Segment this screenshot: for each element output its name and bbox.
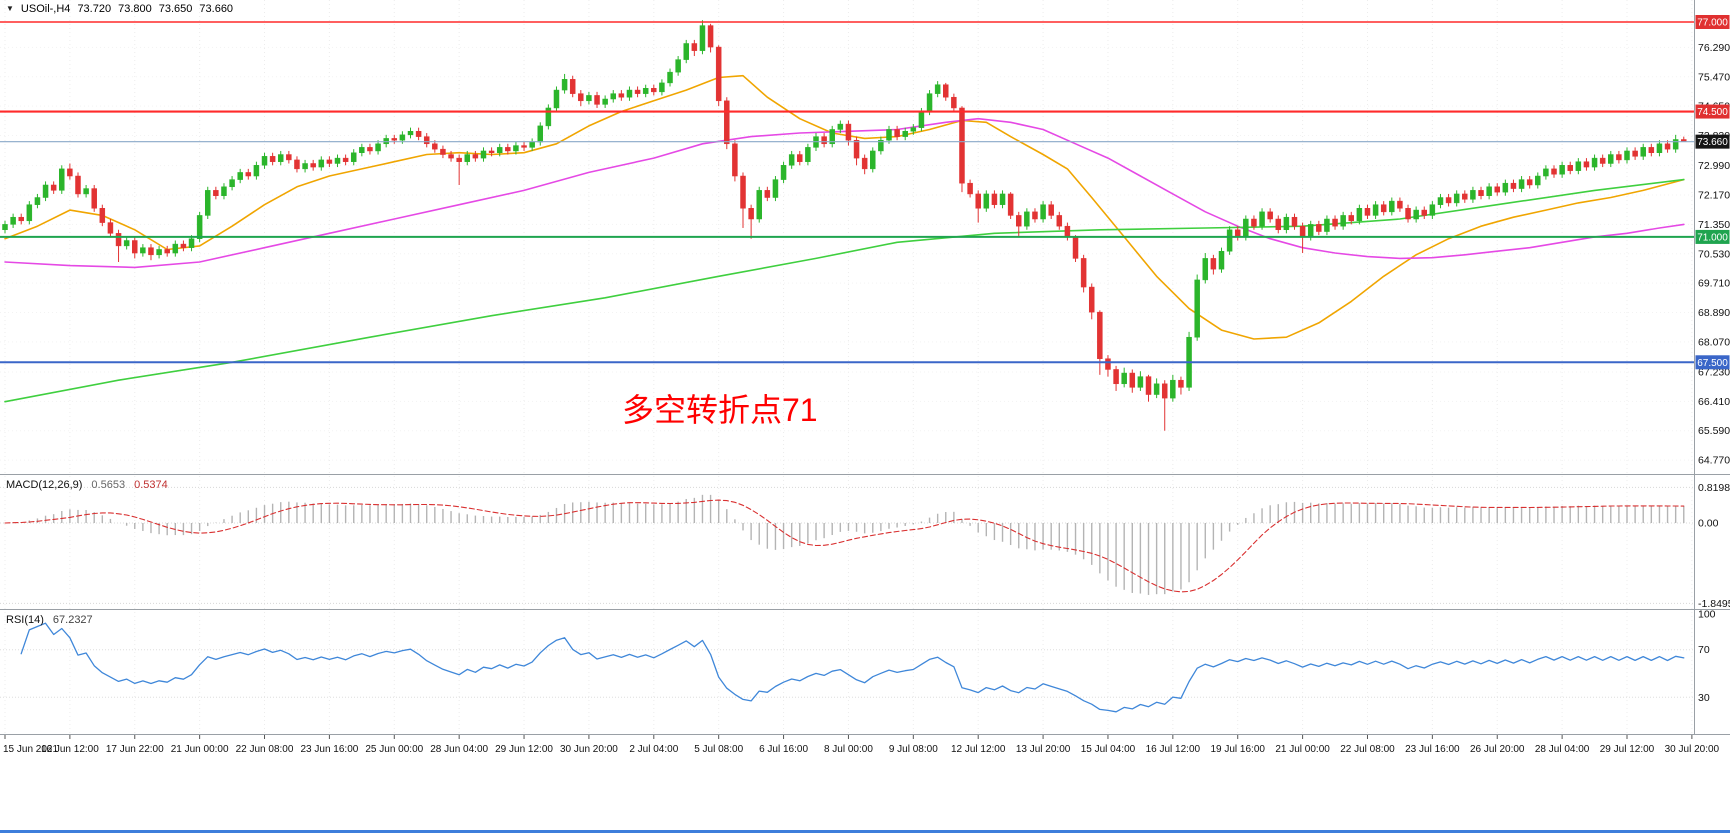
svg-text:26 Jul 20:00: 26 Jul 20:00 [1470,744,1525,755]
svg-text:71.350: 71.350 [1698,219,1730,231]
rsi-label: RSI(14) [6,614,44,626]
svg-text:75.470: 75.470 [1698,71,1730,83]
svg-text:30 Jul 20:00: 30 Jul 20:00 [1665,744,1720,755]
svg-text:28 Jul 04:00: 28 Jul 04:00 [1535,744,1590,755]
svg-text:73.660: 73.660 [1697,137,1728,148]
macd-signal-value: 0.5374 [134,479,168,491]
svg-text:25 Jun 00:00: 25 Jun 00:00 [365,744,423,755]
svg-text:77.000: 77.000 [1697,18,1728,29]
grid-layer [0,0,1694,734]
svg-text:66.410: 66.410 [1698,396,1730,408]
svg-text:0.00: 0.00 [1698,518,1719,530]
svg-text:71.000: 71.000 [1697,232,1728,243]
svg-text:72.990: 72.990 [1698,160,1730,172]
svg-text:100: 100 [1698,609,1716,621]
svg-text:19 Jul 16:00: 19 Jul 16:00 [1210,744,1265,755]
svg-text:67.500: 67.500 [1697,358,1728,369]
svg-text:2 Jul 04:00: 2 Jul 04:00 [629,744,678,755]
svg-text:23 Jul 16:00: 23 Jul 16:00 [1405,744,1460,755]
svg-text:8 Jul 00:00: 8 Jul 00:00 [824,744,873,755]
svg-text:6 Jul 16:00: 6 Jul 16:00 [759,744,808,755]
chart-text-annotation: 多空转折点71 [622,392,818,428]
macd-main-value: 0.5653 [91,479,126,491]
svg-text:65.590: 65.590 [1698,425,1730,437]
horizontal-lines-layer [0,21,1694,364]
svg-text:70: 70 [1698,644,1710,656]
svg-text:68.890: 68.890 [1698,307,1730,319]
svg-text:21 Jun 00:00: 21 Jun 00:00 [171,744,229,755]
svg-text:68.070: 68.070 [1698,336,1730,348]
svg-text:16 Jul 12:00: 16 Jul 12:00 [1146,744,1201,755]
candles-layer [2,20,1687,431]
mid-ma-magenta [4,117,1685,269]
price-badges-layer: 77.000 74.500 73.660 71.000 67.500 [1695,15,1730,370]
macd-signal-line [4,499,1685,593]
svg-text:15 Jul 04:00: 15 Jul 04:00 [1081,744,1136,755]
svg-text:76.290: 76.290 [1698,42,1730,54]
axis-layer: 76.29075.47074.65073.83072.99072.17071.3… [0,0,1730,755]
svg-text:5 Jul 08:00: 5 Jul 08:00 [694,744,743,755]
svg-text:30 Jun 20:00: 30 Jun 20:00 [560,744,618,755]
svg-text:12 Jul 12:00: 12 Jul 12:00 [951,744,1006,755]
svg-text:13 Jul 20:00: 13 Jul 20:00 [1016,744,1071,755]
svg-text:23 Jun 16:00: 23 Jun 16:00 [300,744,358,755]
svg-text:29 Jun 12:00: 29 Jun 12:00 [495,744,553,755]
macd-label: MACD(12,26,9) [6,479,83,491]
svg-text:64.770: 64.770 [1698,455,1730,467]
svg-text:30: 30 [1698,692,1710,704]
svg-text:-1.8495: -1.8495 [1698,598,1730,610]
macd-panel-layer [0,486,1694,604]
ohlc-high: 73.800 [118,3,152,15]
svg-text:0.8198: 0.8198 [1698,482,1730,494]
macd-header: MACD(12,26,9) 0.5653 0.5374 [6,479,168,491]
chart-canvas[interactable]: 76.29075.47074.65073.83072.99072.17071.3… [0,0,1730,763]
chart-expand-arrow-icon[interactable]: ▼ [6,4,14,13]
rsi-panel-layer [0,622,1694,713]
rsi-line [20,622,1685,713]
svg-text:72.170: 72.170 [1698,190,1730,202]
svg-text:69.710: 69.710 [1698,278,1730,290]
svg-text:29 Jul 12:00: 29 Jul 12:00 [1600,744,1655,755]
ohlc-open: 73.720 [77,3,112,15]
svg-text:9 Jul 08:00: 9 Jul 08:00 [889,744,938,755]
rsi-header: RSI(14) 67.2327 [6,614,93,626]
symbol-period-label: USOil-,H4 [20,3,71,15]
symbol-ohlc-header: ▼ USOil-,H4 73.720 73.800 73.650 73.660 [6,3,233,15]
window-bottom-border [0,830,1730,833]
rsi-value: 67.2327 [52,614,93,626]
svg-text:70.530: 70.530 [1698,248,1730,260]
svg-text:16 Jun 12:00: 16 Jun 12:00 [41,744,99,755]
svg-text:28 Jun 04:00: 28 Jun 04:00 [430,744,488,755]
svg-text:67.230: 67.230 [1698,366,1730,378]
svg-text:15 Jun 2021: 15 Jun 2021 [3,744,58,755]
svg-text:22 Jul 08:00: 22 Jul 08:00 [1340,744,1395,755]
ohlc-low: 73.650 [158,3,193,15]
ohlc-close: 73.660 [199,3,234,15]
svg-text:21 Jul 00:00: 21 Jul 00:00 [1275,744,1330,755]
svg-text:22 Jun 08:00: 22 Jun 08:00 [236,744,294,755]
svg-text:17 Jun 22:00: 17 Jun 22:00 [106,744,164,755]
svg-text:74.500: 74.500 [1697,107,1728,118]
